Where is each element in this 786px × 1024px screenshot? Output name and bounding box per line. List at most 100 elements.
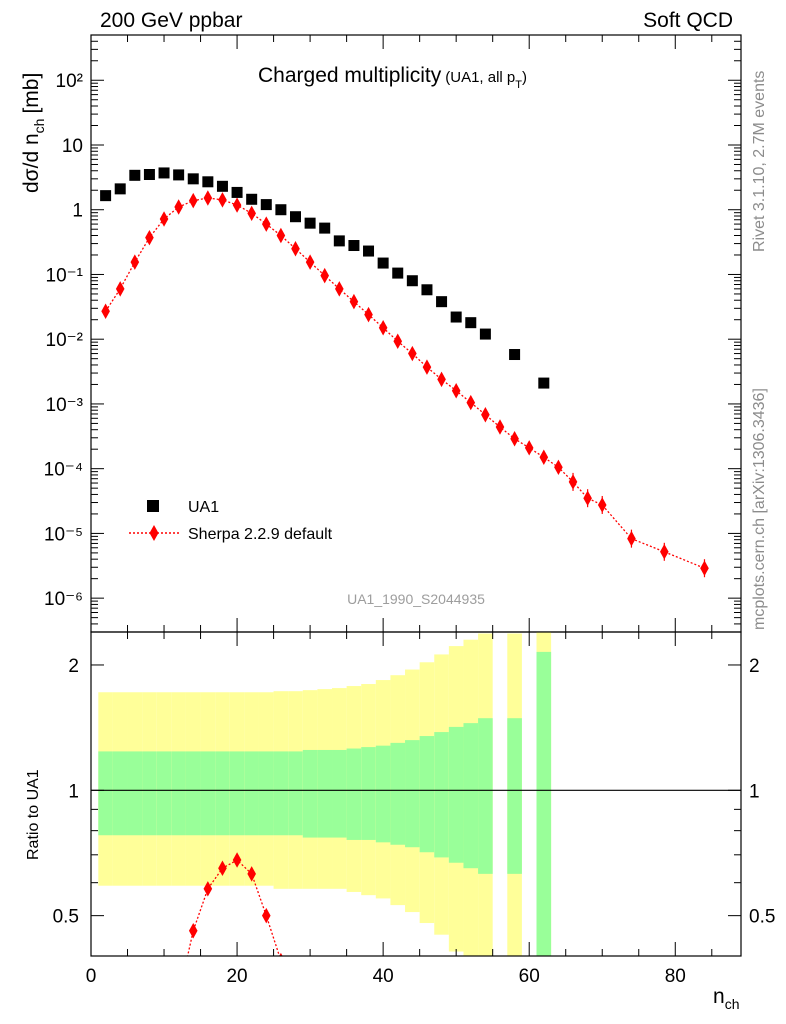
ua1-point	[187, 173, 199, 185]
ratio-inner-band	[288, 751, 303, 836]
sherpa-point	[247, 205, 256, 222]
main-panel: 10⁻⁶ 10⁻⁵ 10⁻⁴ 10⁻³ 10⁻² 10⁻¹ 1 10 10² Charged m…	[20, 34, 742, 633]
ratio-inner-band	[361, 747, 376, 840]
x-axis-label-main: n	[713, 985, 725, 1008]
ratio-inner-band	[332, 749, 347, 838]
sherpa-point	[276, 227, 286, 244]
sherpa-point	[568, 474, 578, 490]
ratio-panel-frame	[90, 631, 742, 957]
plot-title-close: )	[522, 69, 527, 86]
ratio-inner-band	[463, 723, 479, 869]
sherpa-point	[203, 190, 213, 206]
ua1-point	[304, 217, 316, 229]
ua1-point	[392, 267, 404, 279]
ua1-point	[231, 186, 243, 198]
ua1-point	[289, 211, 301, 223]
legend-data-marker	[147, 500, 159, 512]
ua1-point	[100, 190, 112, 202]
sherpa-point	[437, 371, 446, 388]
y-axis-label-sub: ch	[31, 119, 47, 134]
sherpa-point	[335, 281, 344, 297]
header-right-label: Soft QCD	[643, 9, 733, 32]
sherpa-point	[305, 254, 315, 270]
ratio-inner-band	[244, 751, 259, 836]
ua1-point	[275, 204, 287, 216]
ratio-inner-band	[390, 742, 406, 845]
ua1-point	[538, 377, 550, 389]
sherpa-point	[261, 216, 271, 232]
ratio-inner-band	[200, 751, 216, 836]
x-tick-label: 40	[373, 966, 394, 987]
sherpa-point	[524, 440, 534, 456]
ratio-inner-band	[448, 726, 464, 863]
ratio-inner-band	[375, 745, 391, 843]
ratio-inner-band	[112, 751, 128, 836]
legend-mc-marker	[149, 525, 159, 541]
x-tick-label: 60	[519, 966, 540, 987]
ratio-y-tick-label: 2	[68, 656, 79, 677]
ratio-sherpa-line	[186, 859, 281, 956]
ratio-y-tick-label-right: 0.5	[749, 907, 775, 928]
ratio-inner-band	[258, 751, 274, 836]
ua1-point	[377, 257, 389, 269]
ua1-point	[114, 183, 126, 195]
sherpa-point	[481, 407, 490, 423]
y-tick-label: 10⁻³	[46, 395, 84, 416]
sherpa-point	[130, 254, 140, 270]
ua1-point	[465, 317, 477, 329]
plot-title-main: Charged multiplicity	[258, 64, 442, 87]
ua1-point	[333, 235, 345, 247]
legend-mc-label: Sherpa 2.2.9 default	[188, 526, 333, 543]
y-axis-label: dσ/d nch [mb]	[20, 73, 47, 193]
sherpa-point	[378, 320, 388, 336]
ratio-inner-band	[317, 749, 333, 838]
rivet-version-label: Rivet 3.1.10, 2.7M events	[751, 71, 768, 252]
sherpa-point	[660, 544, 669, 560]
legend: UA1 Sherpa 2.2.9 default	[129, 499, 333, 543]
ratio-inner-band	[478, 718, 493, 874]
sherpa-point	[554, 459, 563, 476]
ua1-point	[450, 311, 462, 323]
x-axis-label: nch	[713, 985, 739, 1012]
x-tick-label: 80	[665, 966, 686, 987]
sherpa-point	[495, 419, 505, 435]
sherpa-point	[422, 359, 432, 375]
ratio-inner-band	[127, 751, 143, 836]
sherpa-point	[408, 345, 417, 362]
sherpa-point	[451, 382, 461, 399]
y-tick-label: 10⁻⁴	[44, 460, 83, 481]
x-axis-label-sub: ch	[725, 996, 740, 1012]
sherpa-point	[364, 306, 373, 323]
y-tick-label: 10⁻²	[46, 330, 84, 351]
ua1-point	[319, 222, 331, 234]
ratio-inner-band	[419, 736, 435, 853]
ratio-inner-band	[171, 751, 186, 836]
ua1-point	[421, 284, 433, 296]
ratio-inner-band	[434, 732, 449, 858]
y-tick-label: 10⁻⁵	[44, 524, 83, 545]
ratio-inner-band	[229, 751, 245, 836]
sherpa-point	[101, 303, 110, 320]
sherpa-point	[320, 267, 330, 284]
sherpa-point	[466, 394, 476, 411]
y-axis-label-main: dσ/d n	[20, 133, 43, 193]
sherpa-point	[393, 333, 403, 349]
y-tick-label: 10²	[56, 71, 83, 92]
ratio-inner-band	[273, 751, 289, 836]
header-left-label: 200 GeV ppbar	[100, 9, 242, 32]
ratio-inner-band	[405, 740, 420, 848]
ua1-point	[406, 275, 418, 287]
ratio-inner-band	[142, 751, 157, 836]
ua1-point	[260, 199, 272, 211]
ratio-sherpa-point	[218, 860, 227, 876]
sherpa-point	[218, 192, 227, 208]
ua1-point	[202, 176, 214, 188]
ratio-sherpa-point	[188, 922, 198, 939]
sherpa-point	[174, 199, 183, 215]
y-tick-label: 10⁻⁶	[44, 589, 83, 610]
sherpa-point	[627, 530, 636, 547]
ratio-inner-band	[536, 651, 552, 956]
ua1-point	[363, 245, 375, 257]
ratio-inner-band	[185, 751, 201, 836]
